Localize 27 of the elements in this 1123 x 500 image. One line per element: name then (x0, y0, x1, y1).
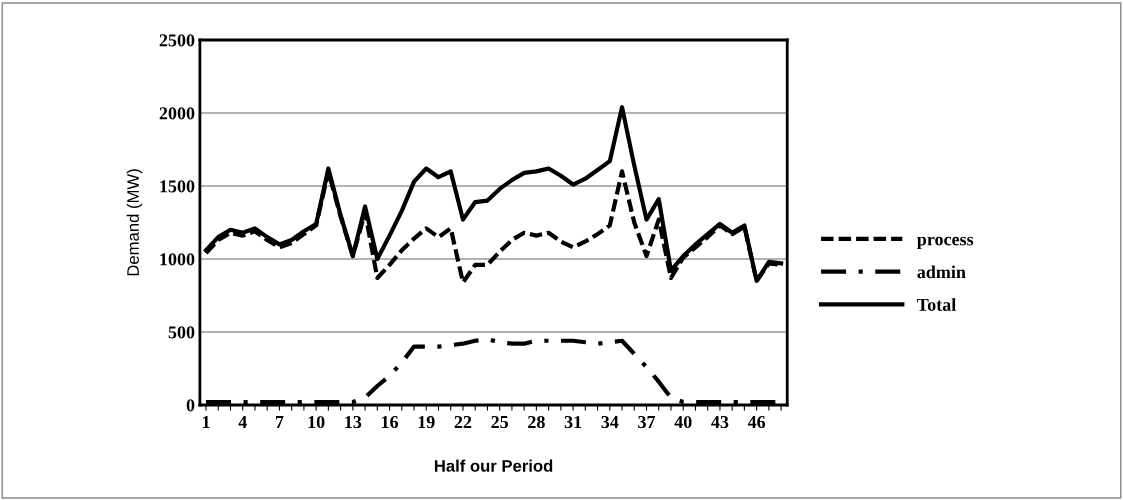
x-tick-label: 25 (491, 415, 509, 429)
legend-label: Total (917, 298, 956, 311)
y-tick-label: 500 (168, 326, 195, 339)
x-tick-label: 13 (345, 415, 362, 429)
x-tick-label: 1 (202, 416, 210, 428)
x-tick-label: 37 (638, 415, 656, 429)
x-tick-label: 34 (601, 415, 619, 429)
y-tick-label: 2000 (159, 107, 195, 120)
y-tick-label: 0 (186, 399, 195, 412)
legend-label: process (917, 236, 974, 250)
y-tick-label: 1000 (160, 253, 195, 266)
y-tick-label: 2500 (159, 34, 195, 47)
legend-label: admin (917, 265, 966, 279)
x-axis-title: Half our Period (434, 459, 553, 472)
x-tick-label: 4 (238, 416, 247, 428)
x-tick-label: 16 (381, 415, 399, 429)
x-tick-label: 19 (418, 415, 435, 429)
x-tick-label: 31 (564, 415, 582, 429)
y-tick-label: 1500 (160, 180, 195, 193)
x-tick-label: 22 (454, 415, 472, 428)
x-tick-label: 28 (528, 415, 545, 429)
x-tick-label: 7 (275, 416, 284, 428)
x-tick-label: 43 (711, 415, 729, 429)
x-tick-label: 40 (674, 415, 692, 429)
y-axis-title: Demand (MW) (126, 169, 143, 276)
x-tick-label: 46 (747, 415, 766, 429)
x-tick-label: 10 (308, 415, 325, 429)
